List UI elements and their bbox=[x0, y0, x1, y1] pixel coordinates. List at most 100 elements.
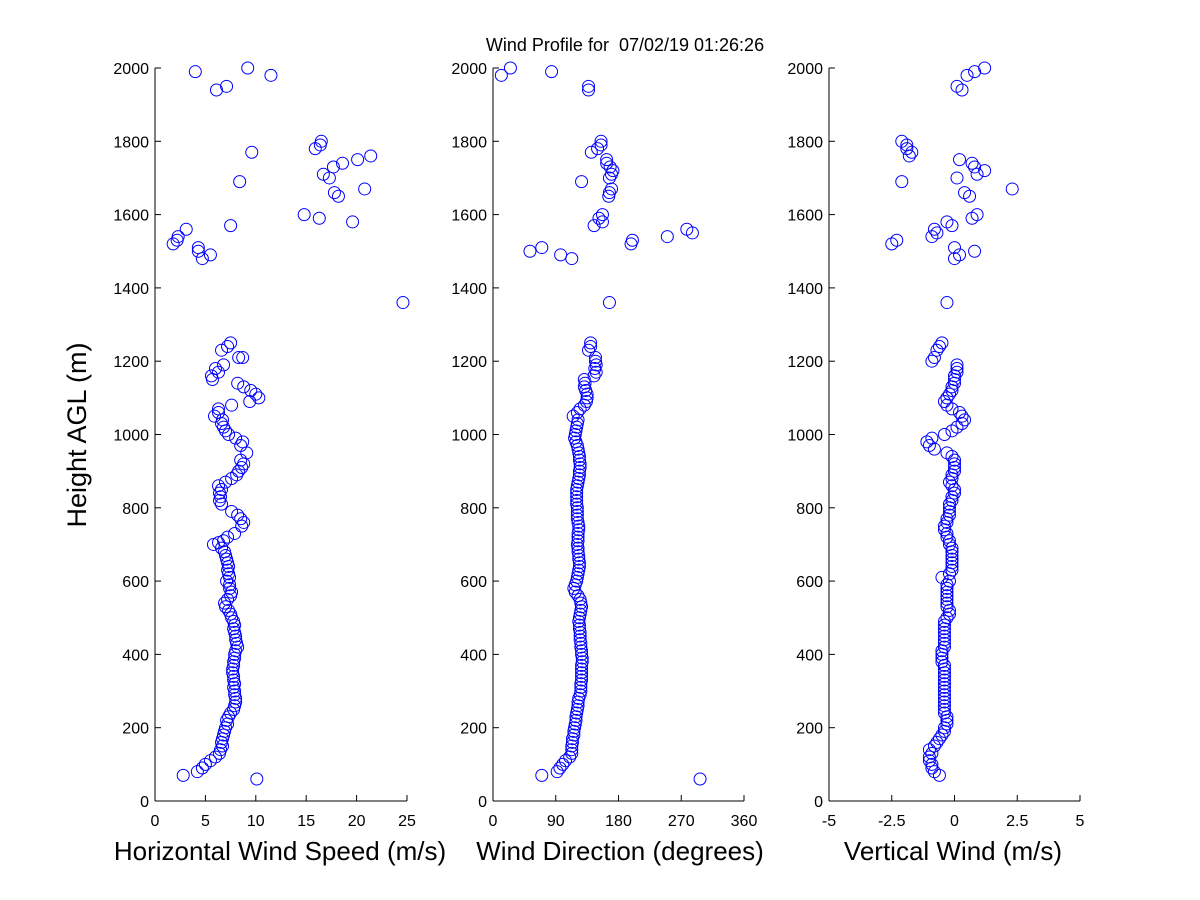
speed-data-point bbox=[179, 222, 193, 236]
vertical-data-point bbox=[940, 296, 954, 310]
speed-data-point bbox=[331, 189, 345, 203]
direction-data-point bbox=[535, 241, 549, 255]
speed-data-point bbox=[230, 468, 244, 482]
vertical-data-point bbox=[937, 640, 951, 654]
direction-data-point bbox=[503, 61, 517, 75]
vertical-x-tick-label: -2.5 bbox=[878, 813, 906, 830]
vertical-y-tick-label: 1000 bbox=[787, 428, 823, 445]
speed-data-point bbox=[227, 673, 241, 687]
speed-points bbox=[166, 61, 410, 786]
direction-x-tick-label: 180 bbox=[605, 813, 632, 830]
speed-data-point bbox=[195, 252, 209, 266]
vertical-y-tick-label: 1200 bbox=[787, 354, 823, 371]
direction-data-point bbox=[575, 662, 589, 676]
vertical-data-point bbox=[937, 625, 951, 639]
vertical-data-point bbox=[965, 156, 979, 170]
vertical-data-point bbox=[940, 596, 954, 610]
speed-x-tick-label: 10 bbox=[247, 813, 265, 830]
vertical-points bbox=[885, 61, 1019, 782]
y-axis-label: Height AGL (m) bbox=[62, 342, 92, 527]
speed-data-point bbox=[250, 772, 264, 786]
speed-data-point bbox=[170, 233, 184, 247]
direction-data-point bbox=[572, 453, 586, 467]
vertical-data-point bbox=[978, 61, 992, 75]
vertical-data-point bbox=[950, 358, 964, 372]
direction-data-point bbox=[582, 79, 596, 93]
direction-data-point bbox=[572, 622, 586, 636]
speed-data-point bbox=[223, 581, 237, 595]
direction-data-point bbox=[572, 468, 586, 482]
speed-data-point bbox=[221, 592, 235, 606]
x-axis-label-vertical: Vertical Wind (m/s) bbox=[844, 836, 1062, 866]
direction-y-tick-label: 1200 bbox=[451, 354, 487, 371]
speed-data-point bbox=[314, 134, 328, 148]
direction-data-point bbox=[565, 743, 579, 757]
speed-x-tick-label: 25 bbox=[398, 813, 416, 830]
speed-y-tick-label: 600 bbox=[122, 574, 149, 591]
speed-data-point bbox=[231, 376, 245, 390]
speed-data-point bbox=[234, 438, 248, 452]
speed-data-point bbox=[312, 211, 326, 225]
vertical-data-point bbox=[968, 65, 982, 79]
speed-data-point bbox=[220, 574, 234, 588]
vertical-data-point bbox=[958, 186, 972, 200]
speed-axes: 0 200 400 600 800 1000 1200 1400 1600 1800 2000 0 5 1… bbox=[113, 61, 416, 830]
vertical-x-tick-label: 5 bbox=[1076, 813, 1085, 830]
vertical-data-point bbox=[937, 706, 951, 720]
vertical-data-point bbox=[945, 490, 959, 504]
vertical-axes: 0 200 400 600 800 1000 1200 1400 1600 1800 2000 -5 -… bbox=[787, 61, 1084, 830]
speed-data-point bbox=[244, 384, 258, 398]
speed-data-point bbox=[220, 713, 234, 727]
vertical-data-point bbox=[940, 600, 954, 614]
vertical-data-point bbox=[940, 589, 954, 603]
vertical-data-point bbox=[927, 222, 941, 236]
direction-data-point bbox=[570, 493, 584, 507]
direction-axes: 0 200 400 600 800 1000 1200 1400 1600 1800 2000 0 90… bbox=[451, 61, 757, 830]
direction-x-tick-label: 360 bbox=[731, 813, 758, 830]
speed-data-point bbox=[224, 336, 238, 350]
direction-x-tick-label: 90 bbox=[547, 813, 565, 830]
vertical-data-point bbox=[1005, 182, 1019, 196]
direction-data-point bbox=[584, 336, 598, 350]
speed-data-point bbox=[195, 761, 209, 775]
vertical-data-point bbox=[937, 395, 951, 409]
speed-data-point bbox=[191, 244, 205, 258]
vertical-data-point bbox=[940, 391, 954, 405]
direction-data-point bbox=[575, 175, 589, 189]
direction-y-tick-label: 1400 bbox=[451, 281, 487, 298]
direction-y-tick-label: 2000 bbox=[451, 61, 487, 78]
speed-data-point bbox=[209, 83, 223, 97]
direction-data-point bbox=[594, 134, 608, 148]
speed-data-point bbox=[232, 351, 246, 365]
direction-data-point bbox=[574, 680, 588, 694]
speed-data-point bbox=[234, 512, 248, 526]
speed-data-point bbox=[226, 666, 240, 680]
vertical-data-point bbox=[942, 497, 956, 511]
speed-data-point bbox=[240, 446, 254, 460]
direction-data-point bbox=[595, 208, 609, 222]
direction-y-tick-label: 0 bbox=[478, 794, 487, 811]
direction-data-point bbox=[573, 460, 587, 474]
direction-x-tick-label: 270 bbox=[668, 813, 695, 830]
speed-y-tick-label: 1400 bbox=[113, 281, 149, 298]
vertical-data-point bbox=[922, 750, 936, 764]
direction-data-point bbox=[575, 655, 589, 669]
speed-x-tick-label: 5 bbox=[201, 813, 210, 830]
direction-data-point bbox=[591, 142, 605, 156]
speed-data-point bbox=[223, 578, 237, 592]
direction-data-point bbox=[556, 757, 570, 771]
speed-data-point bbox=[241, 61, 255, 75]
direction-data-point bbox=[494, 68, 508, 82]
speed-data-point bbox=[188, 65, 202, 79]
vertical-data-point bbox=[895, 175, 909, 189]
vertical-data-point bbox=[922, 754, 936, 768]
vertical-data-point bbox=[922, 438, 936, 452]
speed-data-point bbox=[232, 464, 246, 478]
vertical-data-point bbox=[942, 534, 956, 548]
vertical-data-point bbox=[953, 406, 967, 420]
vertical-data-point bbox=[937, 633, 951, 647]
vertical-data-point bbox=[950, 171, 964, 185]
vertical-data-point bbox=[970, 167, 984, 181]
speed-data-point bbox=[207, 409, 221, 423]
vertical-data-point bbox=[970, 208, 984, 222]
